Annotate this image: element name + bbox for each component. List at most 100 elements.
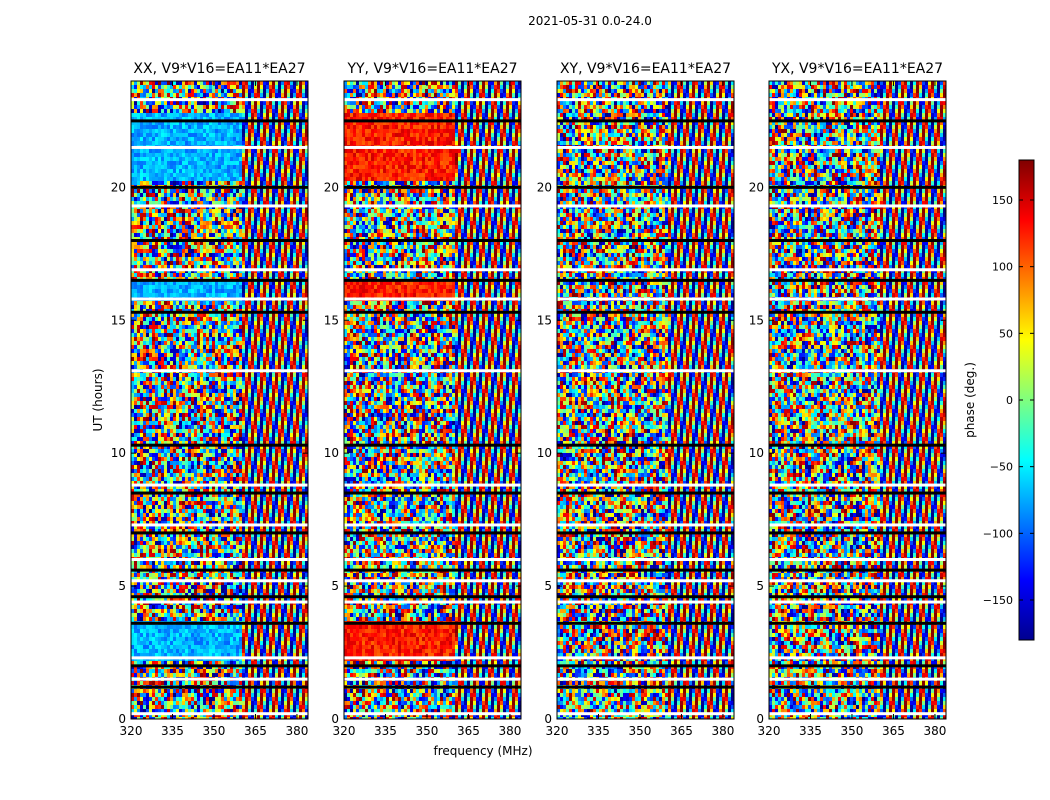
panel-frame [130, 80, 309, 720]
panel-xx: XX, V9*V16=EA11*EA27 320 335 350 365 380 0 5 10 1… [111, 61, 309, 738]
x-tick-label: 350 [416, 724, 439, 738]
gap-line [131, 239, 308, 242]
panel-xy: XY, V9*V16=EA11*EA27 320 335 350 365 380 0 5 10 1… [537, 61, 735, 738]
gap-line [131, 600, 308, 604]
x-tick-label: 320 [120, 724, 143, 738]
gap-line [769, 310, 946, 314]
y-tick-label: 20 [111, 180, 126, 194]
phase-heatmap [557, 81, 734, 719]
x-tick-label: 320 [546, 724, 569, 738]
y-tick-label: 15 [324, 313, 339, 327]
x-tick-label: 365 [457, 724, 480, 738]
x-tick-label: 335 [374, 724, 397, 738]
panel-title: XY, V9*V16=EA11*EA27 [560, 61, 731, 77]
gap-line [769, 98, 946, 102]
y-tick-label: 10 [324, 446, 339, 460]
gap-line [344, 369, 521, 373]
gap-line [769, 443, 946, 447]
gap-line [769, 664, 946, 668]
gap-line [557, 491, 734, 495]
gap-line [131, 568, 308, 572]
gap-line [131, 278, 308, 282]
x-axis-label: frequency (MHz) [433, 744, 532, 758]
gap-line [769, 600, 946, 604]
colorbar: −150 −100 −50 0 50 100 150 phase (deg.) [963, 159, 1035, 641]
panel-title: YY, V9*V16=EA11*EA27 [346, 61, 517, 77]
colorbar-tick-label: −150 [983, 594, 1013, 607]
colorbar-tick-label: −100 [983, 527, 1013, 540]
gap-line [557, 664, 734, 668]
gap-line [557, 600, 734, 604]
gap-line [769, 239, 946, 242]
gap-line [131, 310, 308, 314]
colorbar-tick-label: 0 [1006, 394, 1013, 407]
y-tick-label: 5 [756, 579, 764, 593]
gap-line [557, 558, 734, 561]
gap-line [557, 239, 734, 242]
gap-line [769, 204, 946, 208]
x-tick-label: 380 [711, 724, 734, 738]
gap-line [131, 712, 308, 716]
gap-line [769, 579, 946, 583]
gap-line [344, 656, 521, 660]
gap-line [557, 268, 734, 272]
panels-group: XX, V9*V16=EA11*EA27 320 335 350 365 380 0 5 10 1… [111, 61, 947, 738]
gap-line [344, 558, 521, 561]
gap-line [344, 145, 521, 149]
gap-line [557, 712, 734, 716]
gap-line [344, 523, 521, 527]
phase-heatmap [344, 81, 521, 719]
panel-frame [343, 80, 522, 720]
gap-line [557, 677, 734, 681]
gap-line [344, 579, 521, 583]
gap-line [769, 568, 946, 572]
gap-line [131, 491, 308, 495]
axis-labels: frequency (MHz) UT (hours) [91, 368, 533, 758]
colorbar-tick-label: −50 [990, 461, 1013, 474]
gap-line [557, 278, 734, 282]
gap-line [557, 621, 734, 625]
gap-line [131, 98, 308, 102]
gap-line [131, 185, 308, 189]
gap-line [557, 369, 734, 373]
panel-frame [768, 80, 947, 720]
gap-line [344, 595, 521, 599]
gap-line [131, 145, 308, 149]
phase-heatmap [131, 81, 308, 719]
x-tick-label: 335 [587, 724, 610, 738]
gap-line [344, 98, 521, 102]
panel-frame [556, 80, 735, 720]
x-tick-label: 380 [285, 724, 308, 738]
x-tick-label: 350 [629, 724, 652, 738]
gap-line [557, 185, 734, 189]
y-tick-label: 0 [118, 712, 126, 726]
panel-title: XX, V9*V16=EA11*EA27 [133, 61, 305, 77]
x-tick-label: 320 [333, 724, 356, 738]
y-tick-label: 5 [118, 579, 126, 593]
colorbar-ticks: −150 −100 −50 0 50 100 150 [983, 194, 1034, 607]
y-axis-label: UT (hours) [91, 368, 105, 431]
gap-line [769, 119, 946, 123]
x-tick-label: 380 [498, 724, 521, 738]
y-tick-label: 10 [537, 446, 552, 460]
y-tick-label: 0 [544, 712, 552, 726]
gap-line [131, 523, 308, 527]
gap-line [557, 531, 734, 535]
gap-line [131, 369, 308, 373]
gap-line [344, 677, 521, 681]
gap-line [557, 656, 734, 660]
gap-line [344, 185, 521, 189]
x-tick-label: 350 [203, 724, 226, 738]
y-tick-label: 0 [331, 712, 339, 726]
gap-line [769, 369, 946, 373]
gap-line [344, 119, 521, 123]
gap-line [344, 297, 521, 301]
gap-line [557, 98, 734, 102]
x-tick-label: 350 [841, 724, 864, 738]
gap-line [131, 558, 308, 561]
gap-line [344, 685, 521, 689]
y-tick-label: 15 [749, 313, 764, 327]
gap-line [131, 483, 308, 487]
gap-line [557, 297, 734, 301]
y-tick-label: 20 [537, 180, 552, 194]
